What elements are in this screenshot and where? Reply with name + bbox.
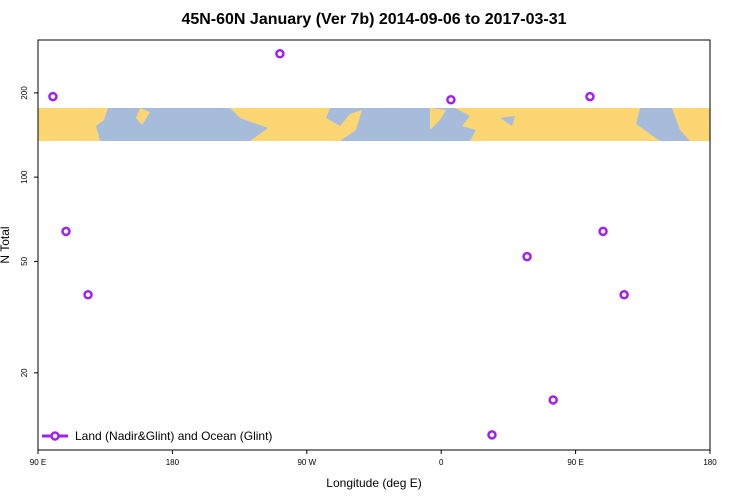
y-tick-label: 200 bbox=[20, 86, 29, 100]
plot-frame bbox=[37, 39, 711, 451]
x-tick-label: 90 W bbox=[297, 458, 316, 467]
chart-title: 45N-60N January (Ver 7b) 2014-09-06 to 2… bbox=[181, 11, 566, 28]
data-point bbox=[585, 91, 595, 102]
x-tick-label: 0 bbox=[439, 458, 444, 467]
y-tick-label: 20 bbox=[20, 368, 29, 377]
data-point bbox=[548, 395, 558, 405]
map-strip bbox=[38, 108, 710, 141]
x-tick-label: 90 E bbox=[30, 458, 46, 467]
x-tick-label: 180 bbox=[166, 458, 180, 467]
data-point bbox=[598, 226, 608, 237]
legend-marker bbox=[50, 431, 60, 441]
data-point bbox=[61, 226, 71, 237]
x-tick-label: 180 bbox=[703, 458, 717, 467]
y-tick-label: 100 bbox=[20, 170, 29, 184]
data-point bbox=[487, 430, 497, 440]
y-axis-label: N Total bbox=[0, 226, 12, 263]
x-axis-label: Longitude (deg E) bbox=[326, 476, 421, 490]
data-point bbox=[83, 290, 93, 300]
data-point bbox=[48, 91, 58, 102]
data-point bbox=[619, 290, 629, 300]
data-point bbox=[446, 95, 456, 105]
y-tick-label: 50 bbox=[20, 256, 29, 265]
legend-label: Land (Nadir&Glint) and Ocean (Glint) bbox=[75, 429, 272, 443]
legend: Land (Nadir&Glint) and Ocean (Glint) bbox=[42, 429, 272, 443]
data-point bbox=[522, 251, 532, 262]
x-tick-label: 90 E bbox=[567, 458, 583, 467]
data-point bbox=[275, 48, 285, 59]
